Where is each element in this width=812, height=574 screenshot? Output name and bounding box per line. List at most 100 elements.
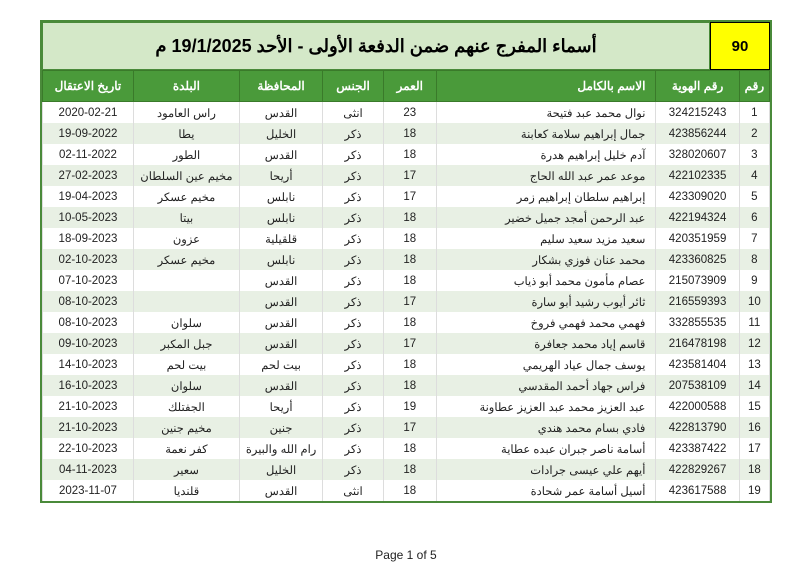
- cell-name: عصام مأمون محمد أبو ذياب: [436, 270, 656, 291]
- cell-name: ثائر أيوب رشيد أبو سارة: [436, 291, 656, 312]
- release-table: رقم رقم الهوية الاسم بالكامل العمر الجنس…: [42, 70, 770, 501]
- cell-town: سلوان: [133, 312, 239, 333]
- cell-date: 02-10-2023: [43, 249, 134, 270]
- table-row: 1324215243نوال محمد عبد فتيحة23انثىالقدس…: [43, 102, 770, 124]
- cell-idx: 11: [739, 312, 769, 333]
- table-row: 4422102335موعد عمر عبد الله الحاج17ذكرأر…: [43, 165, 770, 186]
- cell-date: 08-10-2023: [43, 291, 134, 312]
- cell-idx: 17: [739, 438, 769, 459]
- table-row: 18422829267أيهم علي عيسى جرادات18ذكرالخل…: [43, 459, 770, 480]
- cell-name: أسامة ناصر جبران عبده عطاية: [436, 438, 656, 459]
- cell-date: 19-09-2022: [43, 123, 134, 144]
- cell-date: 21-10-2023: [43, 417, 134, 438]
- cell-town: مخيم عسكر: [133, 186, 239, 207]
- cell-name: جمال إبراهيم سلامة كعابنة: [436, 123, 656, 144]
- cell-town: سلوان: [133, 375, 239, 396]
- cell-gender: انثى: [323, 102, 384, 124]
- cell-town: سعير: [133, 459, 239, 480]
- cell-date: 22-10-2023: [43, 438, 134, 459]
- cell-gender: ذكر: [323, 396, 384, 417]
- cell-town: جبل المكبر: [133, 333, 239, 354]
- cell-gender: ذكر: [323, 312, 384, 333]
- cell-age: 18: [383, 459, 436, 480]
- cell-idx: 4: [739, 165, 769, 186]
- cell-id: 324215243: [656, 102, 739, 124]
- table-row: 11332855535فهمي محمد فهمي فروخ18ذكرالقدس…: [43, 312, 770, 333]
- cell-idx: 1: [739, 102, 769, 124]
- cell-name: عبد العزيز محمد عبد العزيز عطاونة: [436, 396, 656, 417]
- cell-name: فهمي محمد فهمي فروخ: [436, 312, 656, 333]
- table-row: 10216559393ثائر أيوب رشيد أبو سارة17ذكرا…: [43, 291, 770, 312]
- cell-age: 17: [383, 417, 436, 438]
- cell-date: 08-10-2023: [43, 312, 134, 333]
- cell-town: قلنديا: [133, 480, 239, 501]
- table-row: 14207538109فراس جهاد أحمد المقدسي18ذكرال…: [43, 375, 770, 396]
- cell-id: 423617588: [656, 480, 739, 501]
- cell-id: 420351959: [656, 228, 739, 249]
- cell-date: 10-05-2023: [43, 207, 134, 228]
- cell-gender: ذكر: [323, 249, 384, 270]
- cell-gov: جنين: [239, 417, 322, 438]
- cell-town: [133, 270, 239, 291]
- cell-gender: ذكر: [323, 123, 384, 144]
- cell-gov: القدس: [239, 333, 322, 354]
- cell-id: 423309020: [656, 186, 739, 207]
- cell-age: 18: [383, 438, 436, 459]
- cell-gov: نابلس: [239, 186, 322, 207]
- cell-idx: 2: [739, 123, 769, 144]
- cell-gender: ذكر: [323, 354, 384, 375]
- cell-name: فادي بسام محمد هندي: [436, 417, 656, 438]
- page-footer: Page 1 of 5: [0, 548, 812, 562]
- cell-name: عبد الرحمن أمجد جميل خضير: [436, 207, 656, 228]
- cell-age: 17: [383, 333, 436, 354]
- cell-date: 19-04-2023: [43, 186, 134, 207]
- cell-name: إبراهيم سلطان إبراهيم زمر: [436, 186, 656, 207]
- cell-id: 422000588: [656, 396, 739, 417]
- cell-town: بيتا: [133, 207, 239, 228]
- cell-gov: رام الله والبيرة: [239, 438, 322, 459]
- cell-id: 422813790: [656, 417, 739, 438]
- table-row: 12216478198قاسم إياد محمد جعافرة17ذكرالق…: [43, 333, 770, 354]
- cell-gov: نابلس: [239, 249, 322, 270]
- cell-gender: ذكر: [323, 375, 384, 396]
- cell-idx: 15: [739, 396, 769, 417]
- table-row: 16422813790فادي بسام محمد هندي17ذكرجنينم…: [43, 417, 770, 438]
- cell-idx: 6: [739, 207, 769, 228]
- cell-idx: 9: [739, 270, 769, 291]
- cell-name: سعيد مزيد سعيد سليم: [436, 228, 656, 249]
- cell-age: 18: [383, 144, 436, 165]
- cell-id: 215073909: [656, 270, 739, 291]
- cell-gov: القدس: [239, 291, 322, 312]
- cell-name: محمد عنان فوزي بشكار: [436, 249, 656, 270]
- count-badge: 90: [710, 22, 770, 70]
- header-row: رقم رقم الهوية الاسم بالكامل العمر الجنس…: [43, 71, 770, 102]
- cell-age: 17: [383, 165, 436, 186]
- cell-date: 04-11-2023: [43, 459, 134, 480]
- cell-age: 18: [383, 270, 436, 291]
- cell-gov: بيت لحم: [239, 354, 322, 375]
- cell-gender: ذكر: [323, 438, 384, 459]
- cell-gender: ذكر: [323, 228, 384, 249]
- cell-age: 18: [383, 207, 436, 228]
- cell-town: مخيم عين السلطان: [133, 165, 239, 186]
- table-row: 6422194324عبد الرحمن أمجد جميل خضير18ذكر…: [43, 207, 770, 228]
- cell-gov: القدس: [239, 144, 322, 165]
- cell-gender: ذكر: [323, 417, 384, 438]
- cell-name: موعد عمر عبد الله الحاج: [436, 165, 656, 186]
- cell-gov: أريحا: [239, 165, 322, 186]
- cell-idx: 12: [739, 333, 769, 354]
- cell-gov: القدس: [239, 270, 322, 291]
- cell-age: 18: [383, 312, 436, 333]
- cell-idx: 19: [739, 480, 769, 501]
- cell-gender: ذكر: [323, 270, 384, 291]
- table-container: 90 أسماء المفرج عنهم ضمن الدفعة الأولى -…: [40, 20, 772, 503]
- cell-idx: 18: [739, 459, 769, 480]
- cell-id: 332855535: [656, 312, 739, 333]
- cell-date: 09-10-2023: [43, 333, 134, 354]
- cell-town: الطور: [133, 144, 239, 165]
- cell-date: 18-09-2023: [43, 228, 134, 249]
- table-row: 5423309020إبراهيم سلطان إبراهيم زمر17ذكر…: [43, 186, 770, 207]
- table-row: 13423581404يوسف جمال عياد الهريمي18ذكربي…: [43, 354, 770, 375]
- cell-idx: 14: [739, 375, 769, 396]
- cell-date: 02-11-2022: [43, 144, 134, 165]
